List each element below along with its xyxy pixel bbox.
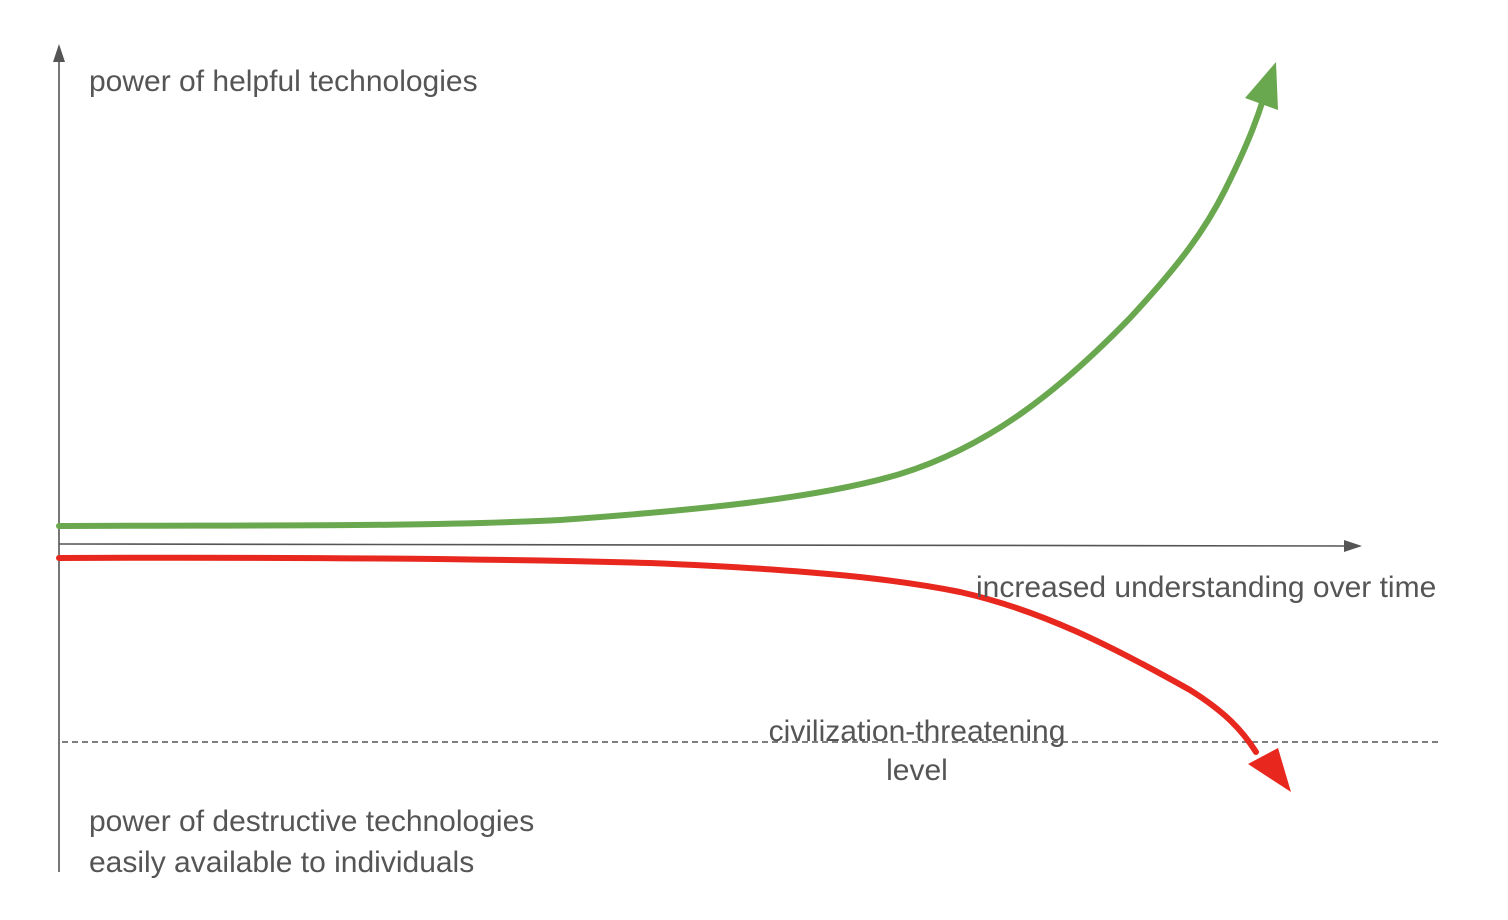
helpful-curve-arrowhead [1245, 62, 1278, 110]
threshold-label-line2: level [886, 754, 948, 787]
y-axis-bottom-label-line2: easily available to individuals [89, 846, 474, 879]
threshold-label-line1: civilization-threatening [769, 715, 1066, 748]
y-axis-bottom-label-line1: power of destructive technologies [89, 805, 534, 838]
y-axis-top-label: power of helpful technologies [89, 65, 478, 98]
destructive-technologies-curve [56, 554, 1259, 755]
y-axis-arrowhead [53, 44, 65, 62]
x-axis-arrowhead [1344, 540, 1362, 552]
destructive-curve-arrowhead [1248, 748, 1291, 792]
helpful-technologies-curve [56, 97, 1266, 529]
x-axis [58, 543, 1349, 547]
x-axis-label: increased understanding over time [976, 571, 1436, 604]
